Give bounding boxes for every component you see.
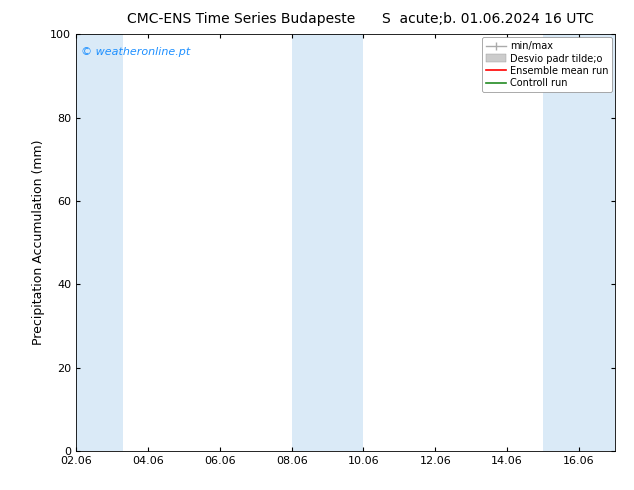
Text: CMC-ENS Time Series Budapeste: CMC-ENS Time Series Budapeste [127,12,355,26]
Bar [292,34,363,451]
Bar [76,34,123,451]
Text: S  acute;b. 01.06.2024 16 UTC: S acute;b. 01.06.2024 16 UTC [382,12,594,26]
Y-axis label: Precipitation Accumulation (mm): Precipitation Accumulation (mm) [32,140,44,345]
Bar [543,34,615,451]
Legend: min/max, Desvio padr tilde;o, Ensemble mean run, Controll run: min/max, Desvio padr tilde;o, Ensemble m… [482,37,612,92]
Text: © weatheronline.pt: © weatheronline.pt [81,47,191,57]
